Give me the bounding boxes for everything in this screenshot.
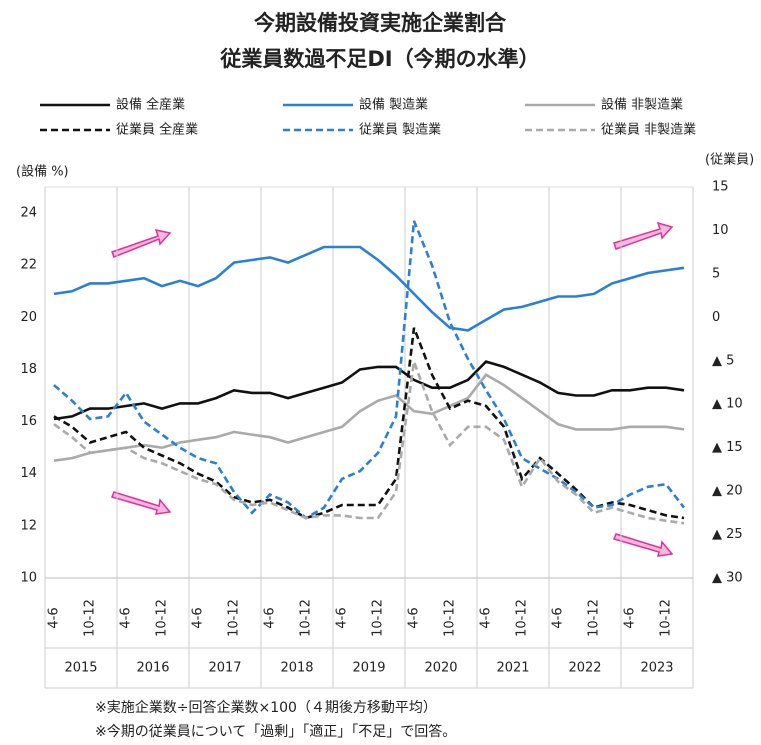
- x-tick-label: 4-6: [335, 607, 350, 628]
- series-line: [53, 220, 686, 520]
- arrow-up: [111, 228, 172, 258]
- series-line: [53, 327, 685, 520]
- y-tick-label: 18: [20, 362, 37, 377]
- x-tick-label: 4-6: [191, 607, 206, 628]
- y2-tick-label: ▲ 30: [712, 571, 743, 586]
- x-tick-label: 4-6: [623, 607, 638, 628]
- year-label: 2023: [640, 661, 673, 676]
- x-tick-label: 10-12: [83, 599, 98, 637]
- y-tick-label: 24: [20, 206, 37, 221]
- arrow-up: [613, 221, 674, 250]
- x-tick-label: 4-6: [551, 607, 566, 628]
- year-label: 2019: [352, 661, 385, 676]
- x-tick-label: 10-12: [587, 599, 602, 637]
- x-tick-label: 10-12: [515, 599, 530, 637]
- x-tick-label: 10-12: [227, 599, 242, 637]
- x-tick-label: 4-6: [407, 607, 422, 628]
- footnote: ※実施企業数÷回答企業数×100（４期後方移動平均）: [95, 699, 437, 716]
- y2-tick-label: ▲ 5: [712, 353, 734, 368]
- year-label: 2018: [280, 661, 313, 676]
- x-tick-label: 10-12: [155, 599, 170, 637]
- series-line: [53, 245, 685, 332]
- year-label: 2022: [568, 661, 601, 676]
- y2-tick-label: 5: [712, 266, 720, 281]
- series-line: [53, 361, 685, 525]
- chart-title: 今期設備投資実施企業割合: [254, 11, 507, 35]
- legend-label: 設備 全産業: [116, 97, 185, 113]
- arrow-down: [612, 533, 674, 557]
- y2-tick-label: ▲ 20: [712, 484, 743, 499]
- x-tick-label: 10-12: [443, 599, 458, 637]
- y-tick-label: 20: [20, 310, 37, 325]
- series-line: [53, 360, 685, 421]
- arrows: [110, 221, 674, 557]
- y2-tick-label: ▲ 25: [712, 527, 743, 542]
- x-tick-label: 10-12: [659, 599, 674, 637]
- y2-tick-label: 10: [712, 223, 729, 238]
- legend-label: 従業員 全産業: [116, 122, 198, 138]
- y2-tick-label: 0: [712, 310, 720, 325]
- legend-label: 設備 製造業: [359, 97, 428, 113]
- year-label: 2021: [496, 661, 529, 676]
- legend-label: 従業員 製造業: [359, 122, 441, 138]
- year-label: 2016: [136, 661, 169, 676]
- series-line: [53, 373, 685, 462]
- y-tick-label: 14: [20, 466, 37, 481]
- x-tick-label: 4-6: [263, 607, 278, 628]
- year-label: 2020: [424, 661, 457, 676]
- chart-title: 従業員数過不足DI（今期の水準）: [219, 47, 539, 71]
- x-tick-label: 10-12: [299, 599, 314, 637]
- x-tick-label: 4-6: [47, 607, 62, 628]
- y-tick-label: 12: [20, 518, 37, 533]
- y-tick-label: 22: [20, 258, 37, 273]
- footnote: ※今期の従業員について「過剰」「適正」「不足」で回答。: [95, 723, 456, 740]
- year-label: 2015: [64, 661, 97, 676]
- legend-label: 従業員 非製造業: [601, 122, 696, 138]
- x-tick-label: 4-6: [119, 607, 134, 628]
- y2-tick-label: ▲ 10: [712, 397, 743, 412]
- y2-tick-label: 15: [712, 180, 729, 195]
- arrow-down: [110, 491, 172, 515]
- y-tick-label: 16: [20, 414, 37, 429]
- x-tick-label: 4-6: [479, 607, 494, 628]
- x-tick-label: 10-12: [371, 599, 386, 637]
- legend-label: 設備 非製造業: [601, 97, 683, 113]
- year-label: 2017: [208, 661, 241, 676]
- y2-tick-label: ▲ 15: [712, 440, 743, 455]
- y-axis-label: (設備 %): [16, 164, 69, 180]
- y-tick-label: 10: [20, 571, 37, 586]
- y2-axis-label: (従業員): [705, 152, 754, 168]
